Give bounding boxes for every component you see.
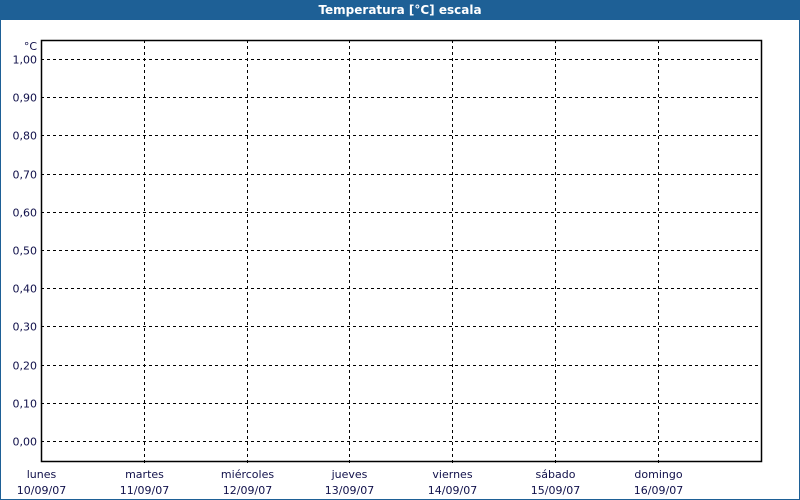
y-tick-label: 0,90 bbox=[13, 92, 38, 105]
x-tick-date-label: 12/09/07 bbox=[223, 484, 272, 497]
x-tick-date-label: 14/09/07 bbox=[428, 484, 477, 497]
chart-title: Temperatura [°C] escala bbox=[0, 0, 800, 20]
x-tick-day-label: viernes bbox=[432, 468, 472, 481]
x-tick-day-label: jueves bbox=[331, 468, 368, 481]
x-tick-day-label: miércoles bbox=[221, 468, 274, 481]
x-tick-day-label: domingo bbox=[634, 468, 682, 481]
y-tick-label: 0,10 bbox=[13, 398, 38, 411]
y-tick-label: 0,30 bbox=[13, 321, 38, 334]
x-tick-day-label: sábado bbox=[536, 468, 576, 481]
x-tick-date-label: 16/09/07 bbox=[634, 484, 683, 497]
y-tick-label: 0,60 bbox=[13, 207, 38, 220]
y-tick-label: 0,50 bbox=[13, 245, 38, 258]
x-tick-date-label: 10/09/07 bbox=[17, 484, 66, 497]
plot-border bbox=[40, 39, 763, 463]
y-tick-label: 1,00 bbox=[13, 54, 38, 67]
x-tick-date-label: 13/09/07 bbox=[325, 484, 374, 497]
y-tick-label: 0,40 bbox=[13, 283, 38, 296]
x-tick-day-label: martes bbox=[125, 468, 164, 481]
y-tick-label: 0,20 bbox=[13, 360, 38, 373]
x-tick-day-label: lunes bbox=[27, 468, 57, 481]
y-tick-label: 0,80 bbox=[13, 130, 38, 143]
y-axis-unit-label: °C bbox=[24, 40, 38, 53]
x-tick-date-label: 11/09/07 bbox=[120, 484, 169, 497]
y-tick-label: 0,70 bbox=[13, 169, 38, 182]
y-tick-label: 0,00 bbox=[13, 436, 38, 449]
x-tick-date-label: 15/09/07 bbox=[531, 484, 580, 497]
